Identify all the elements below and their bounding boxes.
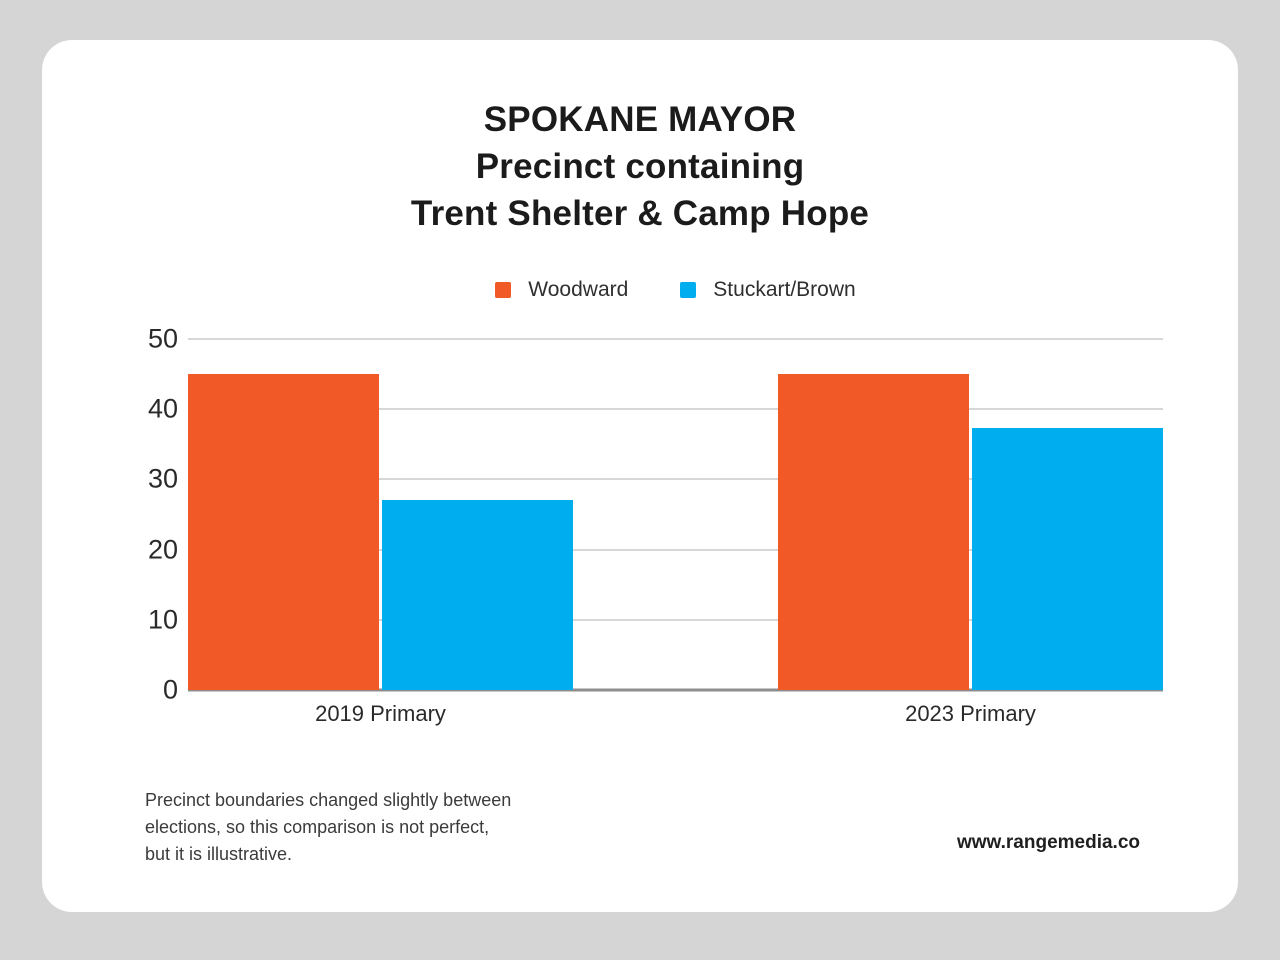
- website-credit: www.rangemedia.co: [956, 832, 1140, 853]
- footnote-line-2: elections, so this comparison is not per…: [145, 817, 490, 837]
- chart-title-line-1: SPOKANE MAYOR: [483, 100, 797, 139]
- y-tick-label-50: 50: [147, 323, 178, 354]
- bar-stuckart-brown-2019-primary: [382, 500, 573, 690]
- gridline-50: [188, 338, 1163, 340]
- y-axis: 0 10 20 30 40 50: [42, 325, 178, 703]
- x-axis: 2019 Primary 2023 Primary: [188, 701, 1163, 727]
- gridline-30: [188, 478, 1163, 481]
- chart-legend: Woodward Stuckart/Brown: [188, 278, 1163, 302]
- bar-woodward-2019-primary: [188, 374, 379, 690]
- chart-title-line-3: Trent Shelter & Camp Hope: [410, 194, 870, 233]
- footnote: Precinct boundaries changed slightly bet…: [145, 787, 511, 868]
- footnote-line-1: Precinct boundaries changed slightly bet…: [145, 790, 512, 810]
- bars-layer: [188, 339, 1163, 690]
- gridline-40: [188, 408, 1163, 411]
- bar-group-2023-primary: [778, 339, 1163, 690]
- y-tick-label-20: 20: [147, 534, 178, 565]
- legend-label-woodward: Woodward: [528, 278, 629, 301]
- chart-card: SPOKANE MAYOR Precinct containing Trent …: [42, 40, 1238, 912]
- y-tick-label-30: 30: [147, 463, 178, 494]
- chart-title-line-2: Precinct containing: [475, 147, 805, 186]
- legend-item-woodward: Woodward: [495, 278, 628, 302]
- bar-woodward-2023-primary: [778, 374, 969, 690]
- gridline-0: [188, 688, 1163, 692]
- y-tick-label-40: 40: [147, 393, 178, 424]
- footnote-line-3: but it is illustrative.: [145, 844, 293, 864]
- woodward-swatch-icon: [495, 282, 512, 298]
- legend-label-stuckart-brown: Stuckart/Brown: [713, 278, 856, 301]
- bar-group-2019-primary: [188, 339, 573, 690]
- chart-title: SPOKANE MAYOR Precinct containing Trent …: [42, 96, 1238, 237]
- y-tick-label-0: 0: [162, 674, 178, 705]
- gridline-10: [188, 618, 1163, 621]
- x-axis-label-2019-primary: 2019 Primary: [315, 701, 446, 726]
- bar-stuckart-brown-2023-primary: [972, 428, 1163, 690]
- x-axis-label-2023-primary: 2023 Primary: [905, 701, 1036, 726]
- plot-area: [188, 338, 1163, 692]
- legend-item-stuckart-brown: Stuckart/Brown: [680, 278, 856, 302]
- y-tick-label-10: 10: [147, 604, 178, 635]
- stuckart-brown-swatch-icon: [680, 282, 697, 298]
- gridline-20: [188, 548, 1163, 551]
